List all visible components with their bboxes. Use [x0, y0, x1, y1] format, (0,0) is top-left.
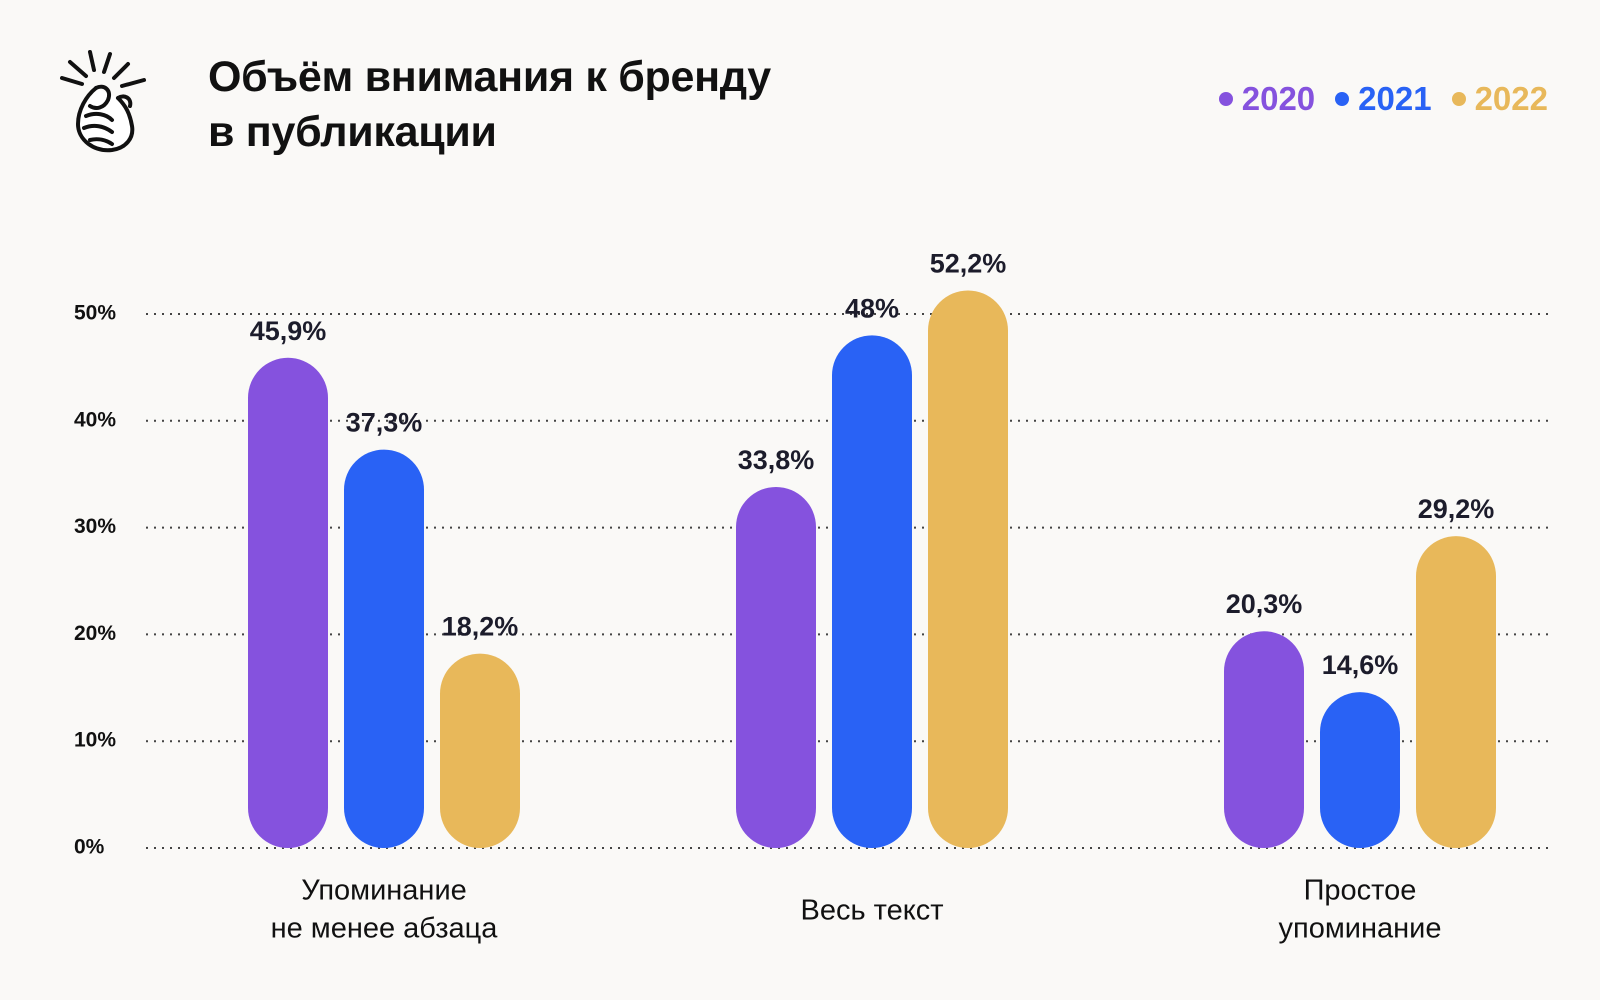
legend-dot-2021 — [1335, 92, 1350, 106]
bar — [928, 290, 1008, 848]
y-tick-label: 10% — [74, 729, 116, 752]
category-label: Упоминание — [301, 875, 467, 907]
snap-hand-icon — [60, 50, 146, 153]
y-tick-label: 0% — [74, 836, 105, 859]
legend-label-2021: 2021 — [1358, 80, 1432, 117]
bar — [1416, 536, 1496, 848]
data-label: 20,3% — [1226, 589, 1303, 619]
legend-item-2022: 2022 — [1451, 80, 1548, 118]
legend: 2020 2021 2022 — [1218, 80, 1548, 118]
bar — [1320, 692, 1400, 848]
y-tick-label: 50% — [74, 302, 116, 325]
bar — [1224, 631, 1304, 848]
data-label: 45,9% — [250, 316, 327, 346]
data-label: 29,2% — [1418, 494, 1495, 524]
legend-label-2022: 2022 — [1474, 80, 1548, 117]
data-label: 48% — [845, 293, 899, 323]
category-label: Простое — [1304, 875, 1417, 907]
category-label: Весь текст — [800, 895, 943, 927]
category-label: не менее абзаца — [271, 913, 499, 945]
legend-item-2020: 2020 — [1218, 80, 1316, 118]
y-tick-label: 20% — [74, 622, 116, 645]
chart-title-line-2: в публикации — [208, 108, 497, 156]
y-tick-label: 40% — [74, 408, 116, 431]
legend-label-2020: 2020 — [1241, 80, 1316, 117]
legend-item-2021: 2021 — [1335, 80, 1432, 118]
data-label: 37,3% — [346, 408, 423, 438]
bar — [440, 653, 520, 848]
y-tick-label: 30% — [74, 515, 116, 538]
data-label: 33,8% — [738, 445, 815, 475]
legend-dot-2020 — [1218, 92, 1233, 106]
legend-dot-2022 — [1451, 92, 1466, 106]
bar — [344, 449, 424, 848]
data-label: 18,2% — [442, 612, 519, 642]
chart-title: Объём внимания к бренду в публикации — [208, 50, 771, 160]
data-label: 52,2% — [930, 249, 1007, 279]
bar — [832, 335, 912, 848]
data-label: 14,6% — [1322, 650, 1399, 680]
category-label: упоминание — [1279, 913, 1442, 945]
chart-title-line-1: Объём внимания к бренду — [208, 53, 771, 101]
bar — [736, 487, 816, 848]
bar — [248, 357, 328, 848]
